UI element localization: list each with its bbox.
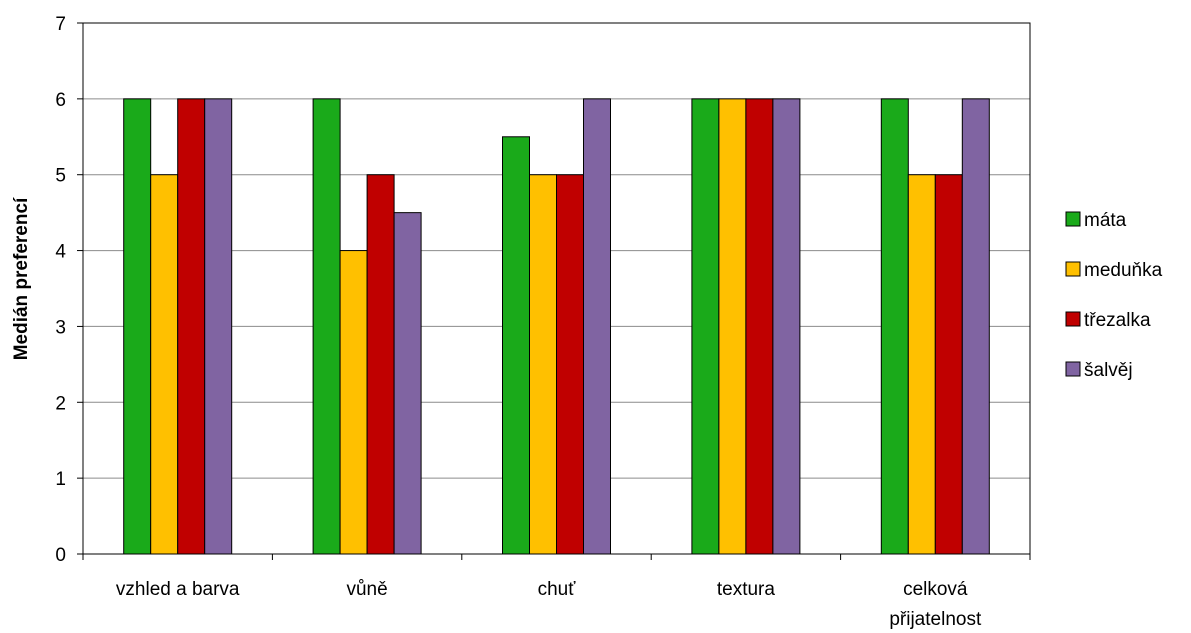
bar-máta-0 <box>123 98 152 555</box>
bar-třezalka-4 <box>934 174 963 555</box>
y-axis-title: Medián preferencí <box>11 197 32 360</box>
bar-třezalka-3 <box>745 98 774 555</box>
legend-swatch-šalvěj <box>1065 361 1081 377</box>
y-tick-label: 1 <box>55 469 66 490</box>
bar-máta-3 <box>691 98 720 555</box>
plot-area-border <box>82 22 1031 555</box>
x-category-label: vůně <box>346 579 387 600</box>
y-tick-label: 4 <box>55 242 66 263</box>
bar-šalvěj-0 <box>204 98 233 555</box>
x-category-label: textura <box>717 579 776 600</box>
bar-šalvěj-3 <box>772 98 801 555</box>
legend-label: máta <box>1084 210 1127 231</box>
legend: máta meduňka třezalka šalvěj <box>1065 210 1163 381</box>
x-category-label: chuť <box>538 579 577 600</box>
legend-swatch-meduňka <box>1065 261 1081 277</box>
bar-meduňka-2 <box>529 174 557 555</box>
bar-meduňka-0 <box>150 174 179 555</box>
y-tick-label: 2 <box>55 393 66 414</box>
y-tick-label: 5 <box>55 166 66 187</box>
y-tick-label: 7 <box>55 14 66 35</box>
x-category-label: přijatelnost <box>889 609 982 630</box>
bar-šalvěj-2 <box>583 98 611 555</box>
bar-šalvěj-4 <box>961 98 990 555</box>
bar-meduňka-4 <box>907 174 936 555</box>
bar-šalvěj-1 <box>393 212 422 555</box>
bar-máta-2 <box>502 136 530 555</box>
x-category-label: celková <box>903 579 968 600</box>
bar-máta-4 <box>880 98 909 555</box>
legend-label: meduňka <box>1084 260 1163 281</box>
bar-třezalka-2 <box>556 174 584 555</box>
y-tick-label: 0 <box>55 545 66 566</box>
y-tick-label: 3 <box>55 317 66 338</box>
bar-máta-1 <box>312 98 341 555</box>
x-category-label: vzhled a barva <box>116 579 240 600</box>
legend-swatch-třezalka <box>1065 311 1081 327</box>
bar-třezalka-0 <box>177 98 206 555</box>
axes: 0 1 2 3 4 5 6 7 vzhled a barva vůně chuť textura cel… <box>55 14 1031 630</box>
bar-meduňka-3 <box>718 98 747 555</box>
legend-swatch-máta <box>1065 211 1081 227</box>
bar-třezalka-1 <box>366 174 395 555</box>
bar-meduňka-1 <box>339 250 368 555</box>
y-tick-label: 6 <box>55 90 66 111</box>
bars <box>123 98 990 555</box>
legend-label: třezalka <box>1084 310 1151 331</box>
legend-label: šalvěj <box>1084 360 1133 381</box>
